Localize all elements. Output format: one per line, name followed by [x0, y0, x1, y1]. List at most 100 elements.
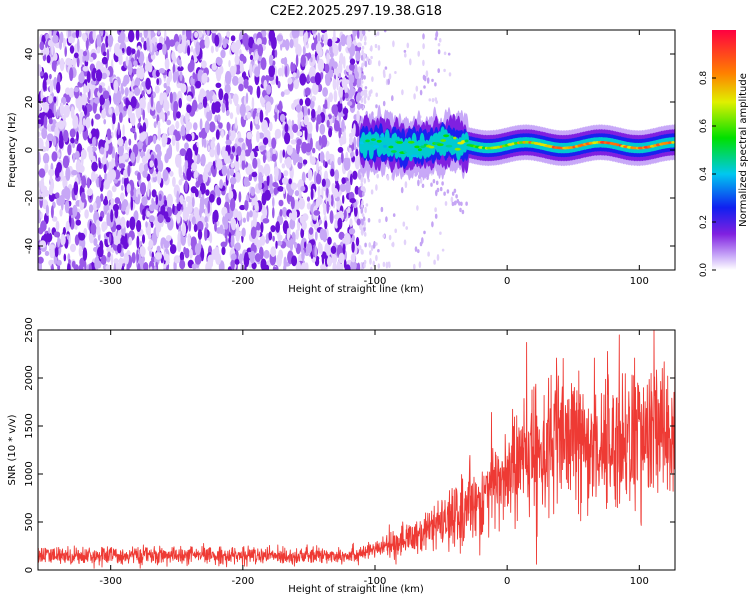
noise-blob: [337, 156, 342, 166]
noise-blob: [193, 223, 198, 233]
noise-blob: [260, 221, 264, 234]
noise-blob: [156, 170, 162, 185]
noise-blob: [100, 254, 107, 266]
noise-blob: [283, 264, 287, 270]
noise-blob: [235, 49, 239, 57]
noise-blob: [223, 150, 229, 164]
noise-blob: [336, 261, 341, 270]
noise-blob: [349, 135, 353, 146]
noise-blob: [136, 235, 140, 249]
fade-blob: [431, 221, 434, 228]
fade-blob: [403, 49, 407, 53]
fade-blob: [394, 228, 398, 234]
noise-blob: [179, 259, 186, 270]
noise-blob: [142, 155, 148, 165]
noise-blob: [229, 112, 234, 120]
noise-blob: [122, 79, 128, 87]
fade-blob: [435, 189, 438, 197]
noise-blob: [38, 119, 44, 125]
noise-blob: [176, 212, 181, 224]
noise-blob: [53, 103, 57, 117]
noise-blob: [333, 90, 338, 103]
fade-blob: [360, 182, 364, 187]
noise-blob: [260, 258, 267, 270]
noise-blob: [210, 30, 218, 34]
noise-blob: [273, 187, 278, 196]
noise-blob: [82, 247, 88, 261]
noise-blob: [166, 119, 172, 126]
noise-blob: [71, 260, 76, 268]
noise-blob: [246, 194, 249, 202]
noise-blob: [115, 105, 120, 117]
noise-blob: [244, 180, 251, 187]
noise-blob: [81, 175, 87, 189]
ridge-core: [668, 141, 672, 145]
noise-blob: [48, 95, 53, 104]
noise-blob: [246, 211, 250, 222]
fade-blob: [366, 56, 369, 62]
noise-blob: [107, 251, 111, 258]
noise-blob: [257, 63, 261, 71]
fade-blob: [360, 33, 364, 39]
noise-blob: [218, 122, 223, 129]
fade-blob: [363, 178, 367, 184]
noise-blob: [234, 54, 240, 65]
noise-blob: [186, 104, 192, 113]
noise-blob: [276, 254, 282, 267]
fade-blob: [419, 178, 423, 184]
noise-blob: [133, 60, 138, 67]
noise-blob: [265, 264, 270, 270]
noise-blob: [72, 152, 76, 163]
noise-blob: [338, 252, 345, 264]
noise-blob: [309, 66, 316, 80]
noise-blob: [272, 181, 279, 188]
noise-blob: [317, 40, 321, 54]
noise-blob: [239, 53, 245, 62]
fade-blob: [385, 261, 389, 269]
colorbar-gradient: [712, 30, 736, 270]
noise-blob: [355, 236, 360, 247]
noise-blob: [106, 246, 113, 253]
noise-blob: [242, 33, 249, 47]
noise-blob: [181, 222, 187, 237]
noise-blob: [153, 135, 157, 145]
noise-blob: [239, 204, 246, 211]
noise-blob: [355, 50, 361, 62]
fade-blob: [360, 97, 364, 104]
noise-blob: [176, 111, 181, 119]
fade-blob: [363, 75, 366, 80]
noise-blob: [39, 41, 45, 51]
noise-blob: [297, 110, 304, 121]
noise-blob: [186, 95, 192, 102]
noise-blob: [169, 170, 174, 177]
fade-blob: [371, 76, 374, 82]
noise-blob: [291, 102, 296, 110]
noise-blob: [285, 65, 288, 78]
ridge-core: [373, 145, 380, 148]
ridge-core: [417, 148, 422, 152]
fade-blob: [376, 173, 380, 179]
fade-blob: [380, 206, 384, 213]
x-tick-label: -300: [99, 276, 122, 287]
ridge-core: [367, 141, 374, 145]
fade-blob: [376, 31, 380, 36]
noise-blob: [262, 137, 269, 146]
fade-blob: [386, 174, 390, 181]
noise-blob: [349, 58, 356, 65]
noise-blob: [48, 192, 55, 202]
fade-blob: [364, 92, 368, 98]
noise-blob: [139, 125, 143, 135]
noise-blob: [254, 116, 259, 125]
fade-blob: [437, 43, 441, 47]
fade-blob: [363, 232, 367, 237]
noise-blob: [78, 72, 85, 84]
noise-blob: [239, 103, 246, 117]
noise-blob: [73, 52, 79, 59]
fade-blob: [416, 205, 419, 211]
noise-blob: [166, 86, 171, 94]
noise-blob: [343, 232, 351, 245]
noise-blob: [268, 65, 276, 78]
fade-blob: [375, 104, 378, 109]
noise-blob: [322, 229, 328, 243]
noise-blob: [209, 90, 214, 97]
